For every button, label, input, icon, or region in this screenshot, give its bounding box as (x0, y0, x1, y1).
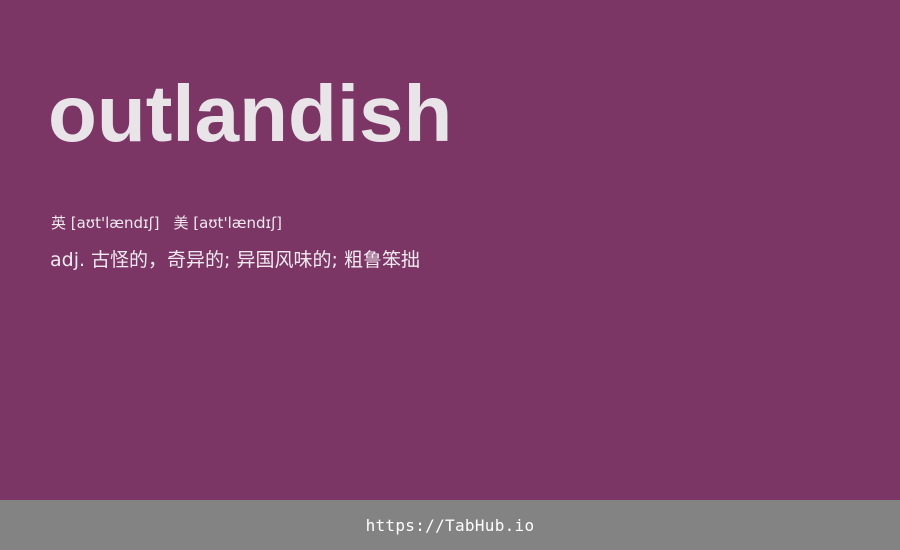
tabhub-link[interactable]: https://TabHub.io (365, 515, 535, 535)
footer-bar: https://TabHub.io (0, 500, 900, 550)
phonetic-uk: 英 [aʊt'lændɪʃ] (51, 214, 160, 232)
word-card: outlandish 英 [aʊt'lændɪʃ] 美 [aʊt'lændɪʃ] … (48, 69, 453, 271)
definition-text: adj. 古怪的，奇异的; 异国风味的; 粗鲁笨拙 (50, 249, 420, 271)
phonetics-line: 英 [aʊt'lændɪʃ] 美 [aʊt'lændɪʃ] (51, 212, 282, 234)
phonetic-us: 美 [aʊt'lændɪʃ] (173, 214, 282, 232)
headword: outlandish (48, 69, 453, 158)
